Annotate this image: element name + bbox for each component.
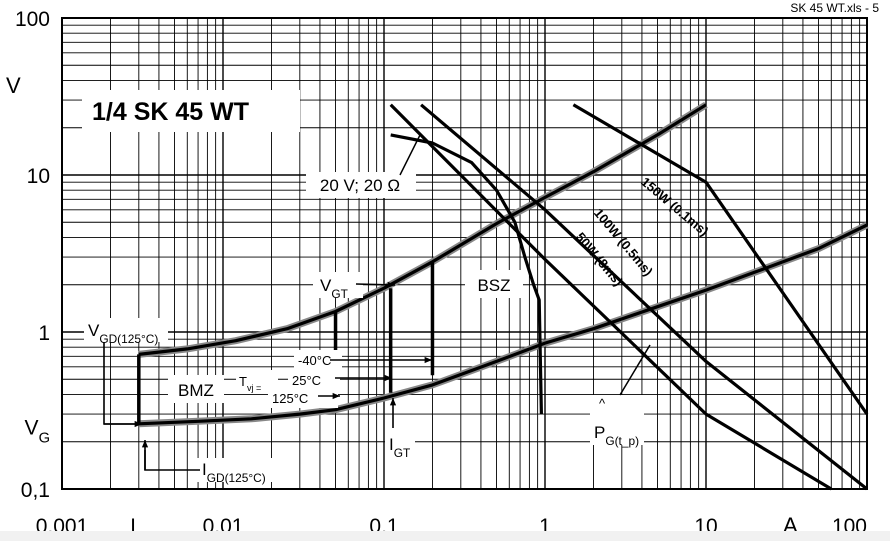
y-tick-label: VG (25, 417, 50, 447)
bottom-bar (0, 531, 890, 541)
temp-125-arrow-head (332, 392, 340, 400)
vgt-label: VGT (320, 276, 348, 301)
temp-minus40-label: -40°C (298, 353, 331, 368)
source-label: SK 45 WT.xls - 5 (790, 1, 879, 15)
pg_150w-line (572, 103, 869, 416)
y-tick-label: 1 (38, 322, 50, 345)
tvj-label: Tvj = (239, 374, 261, 393)
chart-title: 1/4 SK 45 WT (92, 98, 249, 126)
plot-frame (61, 17, 868, 490)
label-background (465, 270, 523, 298)
load-line-label: 20 V; 20 Ω (320, 176, 400, 195)
pg_100w-line (420, 103, 868, 491)
igd-arrow-head (141, 440, 149, 448)
temp-25-label: 25°C (292, 373, 321, 388)
label-background (385, 428, 415, 456)
temp-125-label: 125°C (272, 391, 308, 406)
vgd-arrow-head (134, 420, 142, 428)
annotations: 20 V; 20 Ω VGT BSZ BMZ VGD(125°C) IGD(125°C) I… (84, 134, 712, 485)
pg-hat: ^ (599, 396, 606, 411)
load-line (390, 133, 543, 415)
load-line-pointer (399, 134, 421, 176)
x-tick-label: 1 (539, 515, 551, 538)
igt-label: IGT (389, 435, 410, 460)
y-axis-unit: V (6, 73, 21, 98)
upper_boundary-line (138, 103, 707, 356)
label-background (313, 272, 363, 298)
label-background (196, 458, 278, 482)
temp-25-arrow-head (384, 374, 392, 382)
y-tick-label: 100 (15, 8, 50, 31)
bmz-label: BMZ (178, 381, 214, 400)
label-background (268, 388, 338, 408)
vgd-pointer (103, 342, 140, 425)
bsz-label: BSZ (477, 276, 510, 295)
lower_boundary-line (138, 223, 868, 426)
label-background (294, 350, 342, 370)
vgd-label: VGD(125°C) (88, 321, 158, 346)
pg-label: PG(t_p) (594, 423, 639, 448)
y-tick-label: 10 (27, 165, 50, 188)
title-box (82, 90, 300, 132)
label-background (84, 318, 168, 342)
igd-label: IGD(125°C) (202, 460, 266, 485)
label-background (306, 172, 416, 198)
label-background (168, 375, 224, 403)
vgt-arrow-head (387, 281, 395, 288)
label-background (236, 370, 278, 392)
y-tick-label: 0,1 (21, 479, 50, 502)
pg-pointer (619, 344, 651, 396)
igt-arrow-head (389, 398, 397, 406)
label-background (288, 370, 340, 390)
temp-minus40-arrow-head (424, 356, 432, 364)
label-background (590, 395, 644, 445)
chart-series (137, 101, 869, 491)
pg_50w-line (389, 103, 833, 491)
igd-pointer (144, 450, 200, 471)
grid-lines (62, 18, 867, 489)
pg-150w-label: 150W (0.1ms) (638, 174, 711, 239)
